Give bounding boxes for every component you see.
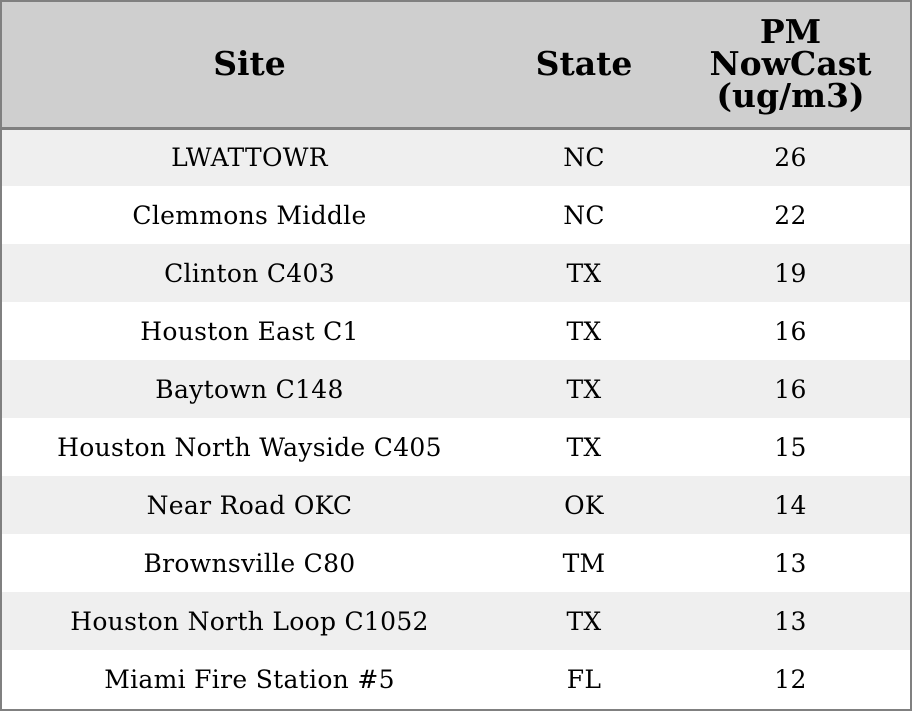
table-row: Houston North Loop C1052 TX 13 (2, 592, 910, 650)
site-cell: Clinton C403 (164, 258, 335, 288)
table-header: Site State PM NowCast (ug/m3) (2, 2, 910, 130)
site-cell: Near Road OKC (146, 490, 353, 520)
site-cell: Miami Fire Station #5 (104, 664, 395, 694)
site-cell: Baytown C148 (155, 374, 344, 404)
pm-nowcast-cell: 12 (774, 664, 807, 694)
table-row: Clinton C403 TX 19 (2, 244, 910, 302)
state-cell: OK (564, 490, 604, 520)
state-cell: NC (563, 200, 605, 230)
table-row: LWATTOWR NC 26 (2, 128, 910, 186)
state-cell: TX (566, 432, 602, 462)
table-row: Baytown C148 TX 16 (2, 360, 910, 418)
state-cell: TM (562, 548, 606, 578)
table-row: Houston East C1 TX 16 (2, 302, 910, 360)
column-header-pm-line-2: NowCast (709, 44, 872, 84)
column-header-site-line: Site (213, 44, 286, 84)
table-row: Brownsville C80 TM 13 (2, 534, 910, 592)
table-body: LWATTOWR NC 26 Clemmons Middle NC 22 Clinton C… (2, 128, 910, 708)
table-row: Houston North Wayside C405 TX 15 (2, 418, 910, 476)
pm-nowcast-cell: 14 (774, 490, 807, 520)
column-header-site: Site (2, 2, 497, 130)
column-header-state-line: State (535, 44, 633, 84)
pm-nowcast-cell: 16 (774, 316, 807, 346)
state-cell: FL (566, 664, 602, 694)
site-cell: Clemmons Middle (132, 200, 367, 230)
column-header-pm-line-1: PM (759, 12, 822, 52)
pm-nowcast-cell: 19 (774, 258, 807, 288)
site-cell: Houston North Wayside C405 (57, 432, 442, 462)
pm-nowcast-cell: 13 (774, 548, 807, 578)
state-cell: TX (566, 316, 602, 346)
header-row: Site State PM NowCast (ug/m3) (2, 2, 910, 130)
site-cell: Houston East C1 (140, 316, 359, 346)
state-cell: TX (566, 258, 602, 288)
state-cell: TX (566, 606, 602, 636)
table-row: Near Road OKC OK 14 (2, 476, 910, 534)
table-row: Clemmons Middle NC 22 (2, 186, 910, 244)
state-cell: TX (566, 374, 602, 404)
pm-nowcast-cell: 13 (774, 606, 807, 636)
site-cell: Houston North Loop C1052 (70, 606, 429, 636)
column-header-pm-line-3: (ug/m3) (716, 76, 865, 116)
column-header-state: State (497, 2, 671, 130)
column-header-pm-nowcast: PM NowCast (ug/m3) (671, 2, 910, 130)
pm-nowcast-cell: 22 (774, 200, 807, 230)
pm-nowcast-cell: 16 (774, 374, 807, 404)
site-cell: LWATTOWR (171, 143, 328, 173)
pm-nowcast-cell: 26 (774, 143, 807, 173)
table-row: Miami Fire Station #5 FL 12 (2, 650, 910, 708)
state-cell: NC (563, 143, 605, 173)
pm-nowcast-cell: 15 (774, 432, 807, 462)
site-cell: Brownsville C80 (143, 548, 356, 578)
